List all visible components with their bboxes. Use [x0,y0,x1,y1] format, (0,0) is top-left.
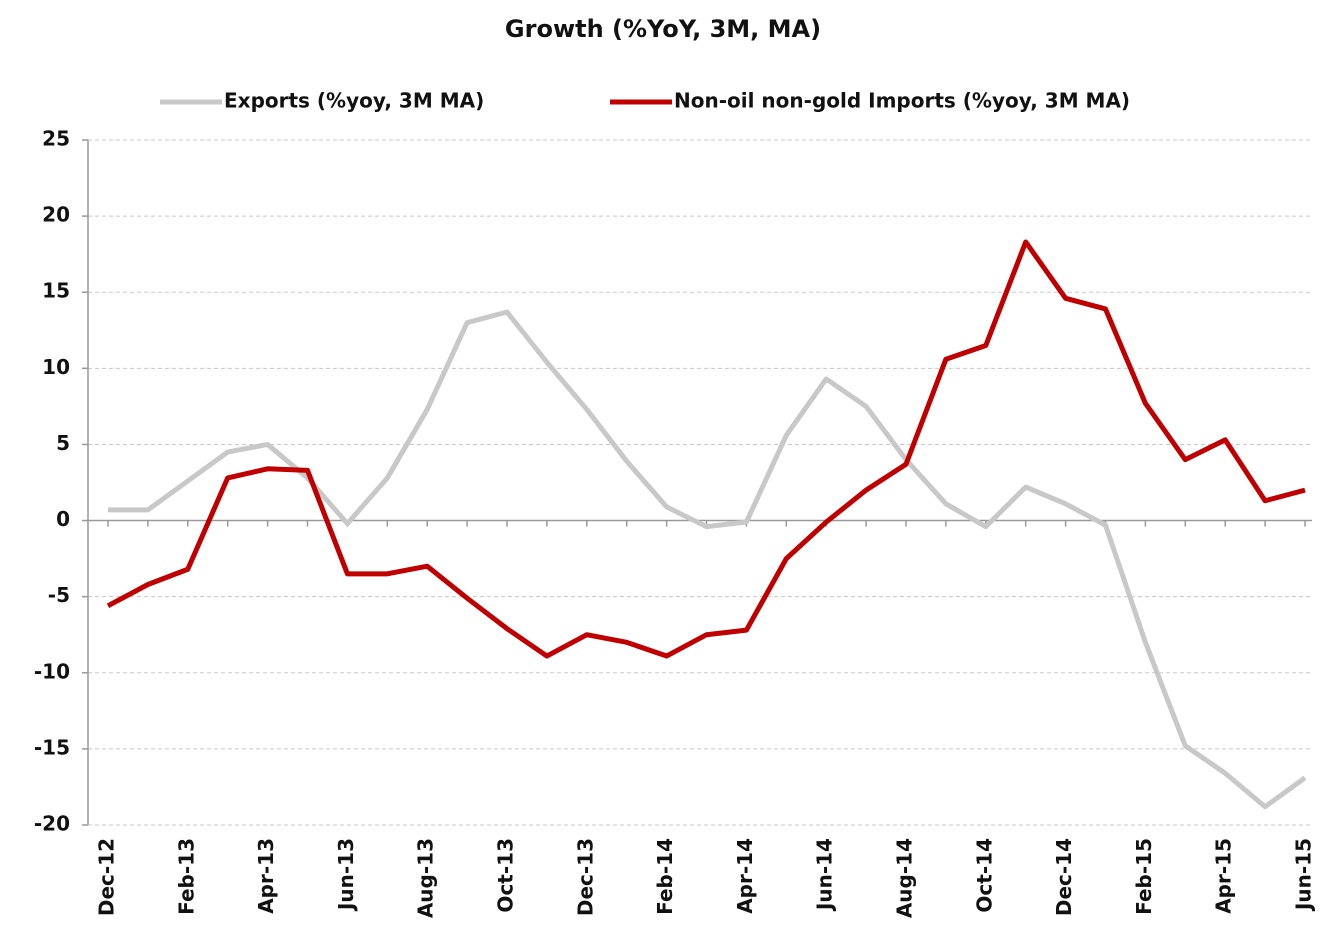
legend-label: Exports (%yoy, 3M MA) [224,89,484,113]
y-tick-label: 5 [56,431,70,455]
x-tick-label: Jun-13 [334,838,358,912]
x-tick-label: Apr-15 [1212,838,1236,914]
series-line [106,239,1306,659]
x-tick-label: Feb-13 [174,838,198,915]
x-tick-label: Oct-13 [494,838,518,913]
x-tick-label: Jun-15 [1292,838,1316,912]
legend-label: Non-oil non-gold Imports (%yoy, 3M MA) [674,89,1130,113]
y-tick-label: -5 [48,583,70,607]
series-line [108,309,1307,810]
y-tick-label: 10 [42,355,70,379]
x-tick-label: Apr-13 [254,838,278,914]
x-tick-label: Dec-13 [573,838,597,916]
x-tick-label: Dec-14 [1052,838,1076,916]
x-tick-label: Aug-14 [893,838,917,918]
x-tick-label: Apr-14 [733,838,757,914]
x-tick-label: Feb-15 [1132,838,1156,915]
y-tick-label: 15 [42,279,70,303]
x-tick-label: Jun-14 [813,838,837,912]
y-tick-label: -10 [34,659,70,683]
y-tick-label: 0 [56,507,70,531]
y-tick-label: 20 [42,203,70,227]
x-tick-label: Aug-13 [414,838,438,918]
y-tick-label: 25 [42,127,70,151]
chart-title: Growth (%YoY, 3M, MA) [505,15,821,43]
x-tick-label: Feb-14 [653,838,677,915]
y-tick-label: -20 [34,812,70,836]
x-tick-label: Dec-12 [95,838,119,916]
y-tick-label: -15 [34,735,70,759]
x-tick-label: Oct-14 [972,838,996,913]
